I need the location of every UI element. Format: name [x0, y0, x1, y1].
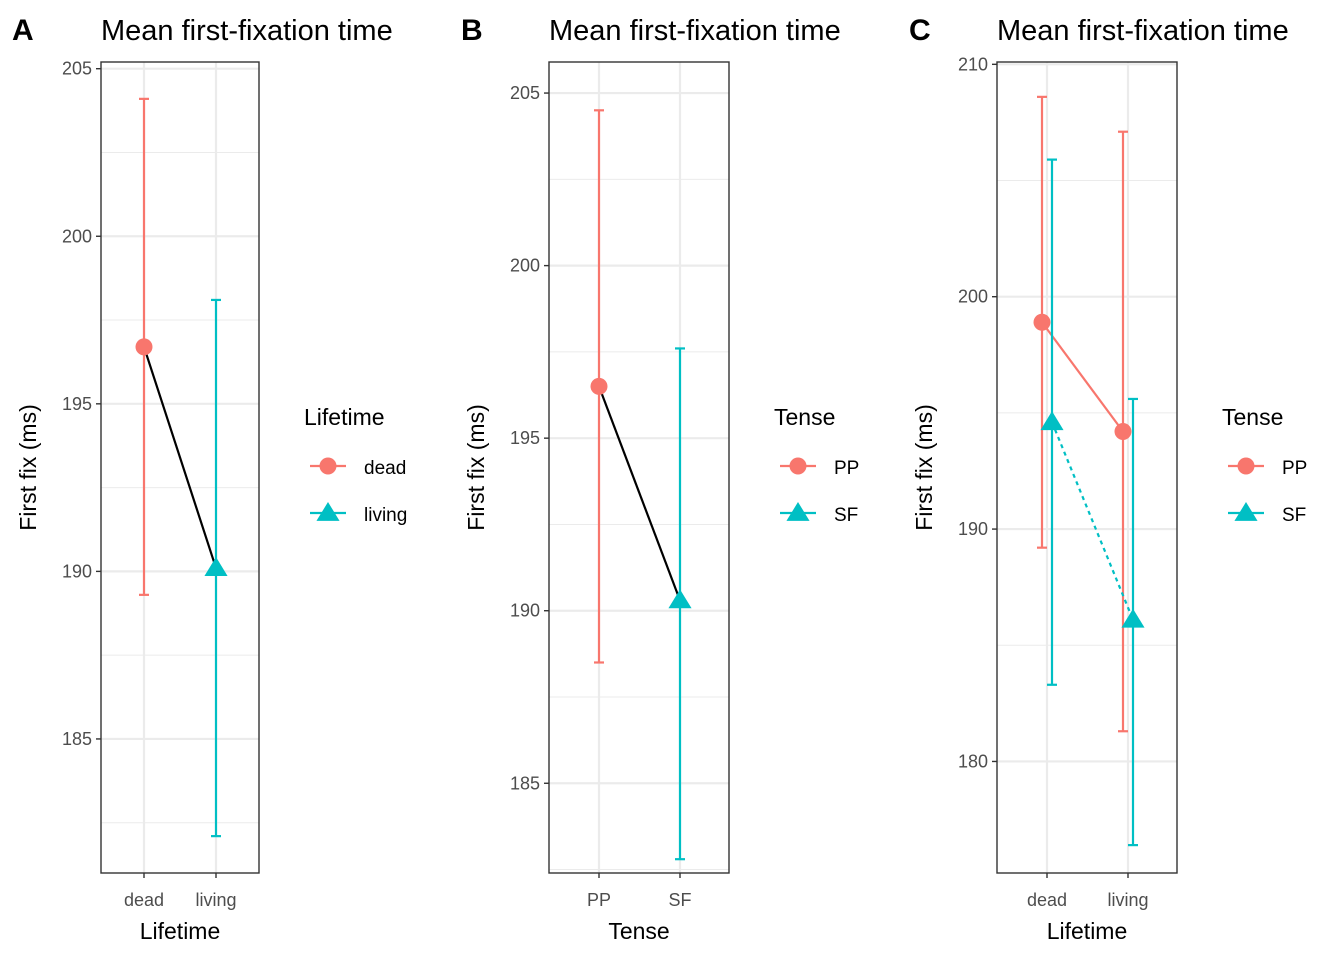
legend-entry-label: SF — [1282, 505, 1306, 526]
legend: Tense PP SF — [1222, 404, 1307, 526]
x-axis-title: Tense — [608, 918, 669, 944]
legend-key-circle — [319, 457, 337, 475]
x-axis-title: Lifetime — [1047, 918, 1128, 944]
legend-entry-label: SF — [834, 505, 858, 526]
x-tick-label: living — [1107, 890, 1148, 910]
panel-border — [996, 61, 1178, 874]
legend-title: Lifetime — [304, 404, 385, 430]
panel-b: 185 190 195 200 205 PP SF Tense First fix (ms) B M… — [461, 14, 859, 944]
panel-background — [997, 62, 1177, 873]
panel-title-group: Mean first-fixation time — [549, 15, 841, 47]
y-axis-title: First fix (ms) — [463, 404, 489, 530]
y-tick-label: 200 — [958, 287, 988, 307]
x-tick-label: living — [195, 890, 236, 910]
point-PP-living — [1114, 422, 1132, 440]
legend-key-triangle — [316, 502, 340, 521]
series-line-SF — [1050, 421, 1135, 621]
panel-c: 180 190 200 210 dead living Lifetime First fix … — [909, 14, 1307, 944]
legend: Lifetime dead living — [304, 404, 407, 526]
panel-border — [548, 61, 730, 874]
point-dead-dead — [135, 338, 153, 356]
y-tick-label: 200 — [62, 226, 92, 246]
legend-entry-label: PP — [834, 458, 859, 479]
point-SF-SF — [668, 589, 692, 609]
x-tick-label: dead — [1027, 890, 1067, 910]
y-tick-label: 210 — [958, 54, 988, 74]
y-tick-label: 190 — [510, 601, 540, 621]
legend-key-triangle — [1234, 502, 1258, 521]
grid-lines — [997, 62, 1177, 873]
panel-background — [549, 62, 729, 873]
data-layer — [135, 97, 228, 838]
panel-tag: C — [909, 14, 931, 47]
series-line-PP — [1041, 321, 1124, 433]
panel-title: Mean first-fixation time — [101, 15, 393, 47]
x-tick-label: SF — [668, 890, 691, 910]
data-layer — [1033, 95, 1145, 847]
legend-key-circle — [1237, 457, 1255, 475]
y-tick-label: 205 — [510, 83, 540, 103]
panel-a: 185 190 195 200 205 dead living Lifetime First f… — [12, 14, 407, 944]
y-tick-label: 185 — [62, 729, 92, 749]
point-PP-PP — [590, 377, 608, 395]
panel-title-group: Mean first-fixation time — [997, 15, 1289, 47]
y-axis-title: First fix (ms) — [911, 404, 937, 530]
panel-title: Mean first-fixation time — [549, 15, 841, 47]
legend: Tense PP SF — [774, 404, 859, 526]
point-living-living — [204, 557, 228, 576]
legend-entry-label: PP — [1282, 458, 1307, 479]
legend-key-circle — [789, 457, 807, 475]
legend-title: Tense — [1222, 404, 1283, 430]
y-tick-label: 185 — [510, 773, 540, 793]
x-tick-label: dead — [124, 890, 164, 910]
panel-title: Mean first-fixation time — [997, 15, 1289, 47]
y-axis-title: First fix (ms) — [15, 404, 41, 530]
panel-title-group: Mean first-fixation time — [101, 15, 393, 47]
legend-title: Tense — [774, 404, 835, 430]
legend-entry-label: living — [364, 505, 407, 526]
connector-line — [597, 386, 682, 601]
y-tick-label: 195 — [510, 428, 540, 448]
y-tick-label: 180 — [958, 751, 988, 771]
y-tick-label: 190 — [62, 561, 92, 581]
y-tick-label: 190 — [958, 519, 988, 539]
panel-tag: B — [461, 14, 483, 47]
point-SF-living — [1121, 608, 1145, 628]
x-tick-label: PP — [587, 890, 611, 910]
panel-border — [100, 61, 260, 874]
legend-entry-label: dead — [364, 458, 406, 479]
y-tick-label: 200 — [510, 256, 540, 276]
x-axis-title: Lifetime — [140, 918, 221, 944]
data-layer — [590, 109, 692, 861]
point-SF-dead — [1040, 411, 1064, 431]
y-tick-label: 195 — [62, 394, 92, 414]
y-tick-label: 205 — [62, 59, 92, 79]
panel-tag: A — [12, 14, 34, 47]
connector-line — [142, 346, 218, 569]
panel-background — [101, 62, 259, 873]
legend-key-triangle — [786, 502, 810, 521]
point-PP-dead — [1033, 313, 1051, 331]
